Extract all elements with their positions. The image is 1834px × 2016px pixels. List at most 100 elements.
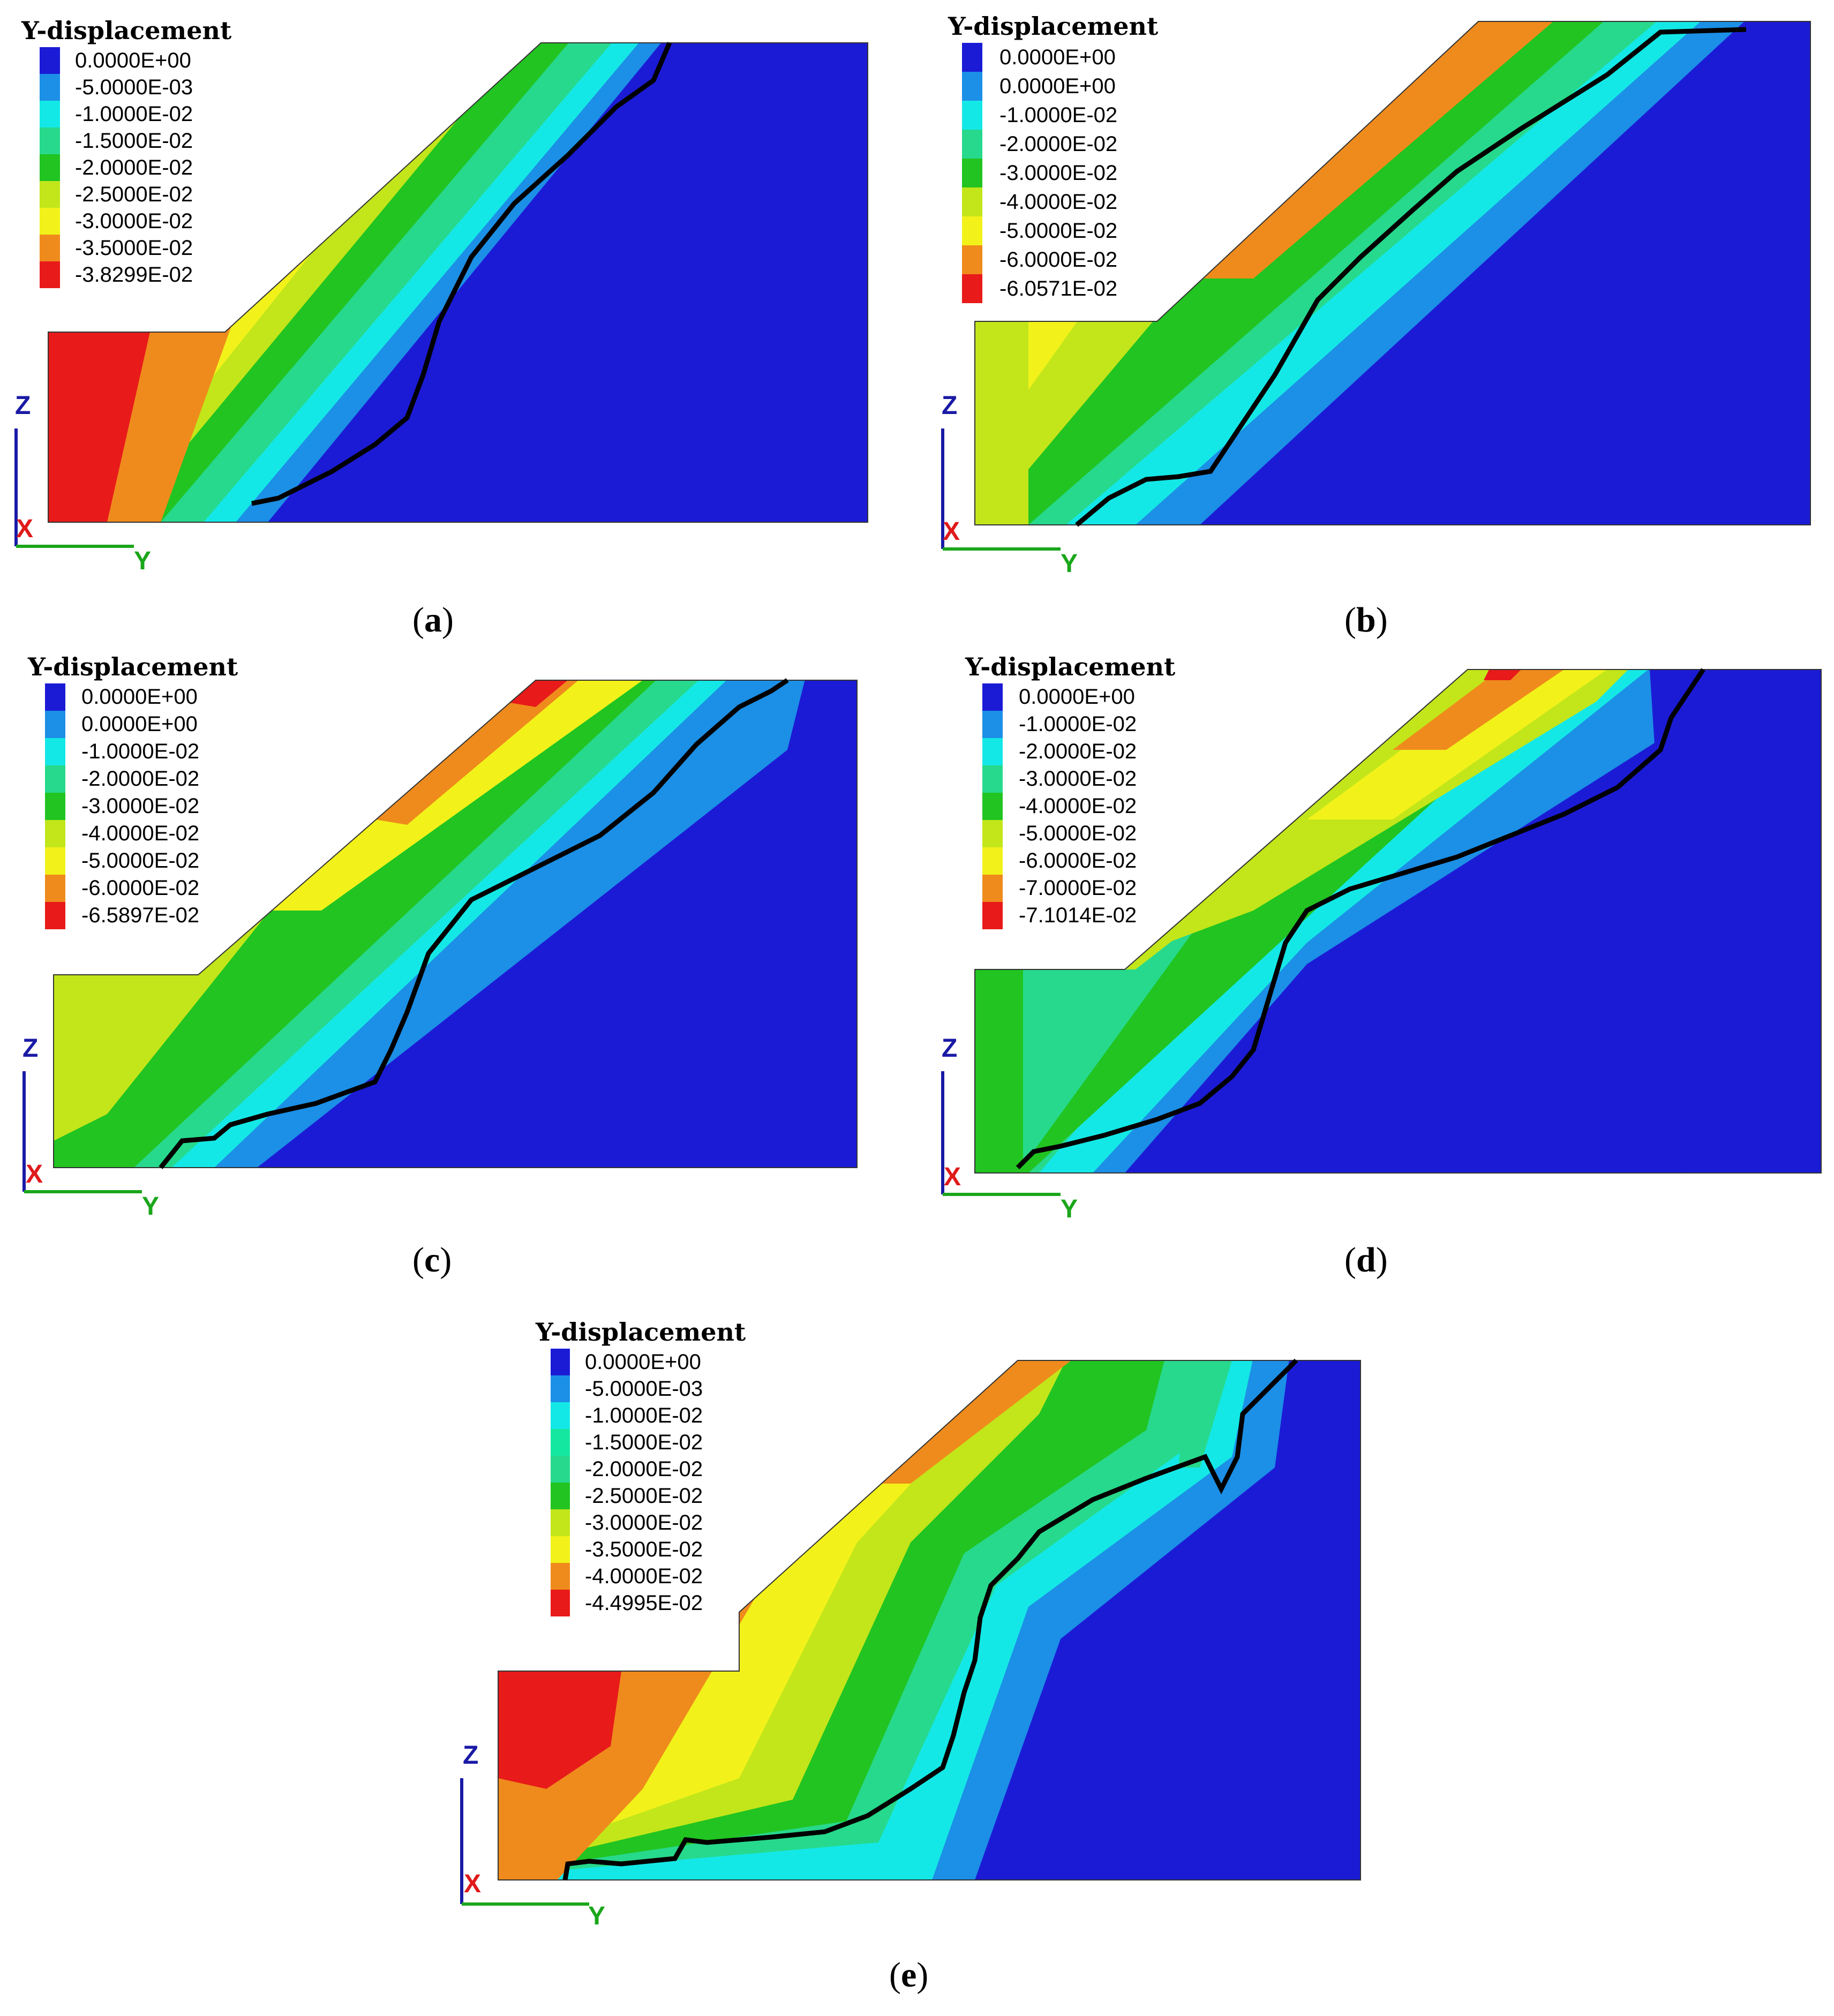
legend-swatches-c: [45, 683, 65, 929]
legend-value: 0.0000E+00: [81, 712, 198, 736]
legend-value: -2.0000E-02: [81, 767, 200, 791]
legend-value: -2.0000E-02: [1019, 740, 1137, 763]
legend-value: -3.5000E-02: [585, 1538, 703, 1561]
axis-x-label: X: [16, 515, 34, 543]
legend-swatches-e: [551, 1349, 570, 1616]
caption-e: (e): [889, 1955, 929, 1995]
caption-c: (c): [412, 1240, 452, 1280]
axis-z-label: Z: [942, 392, 958, 420]
panel-e: Y-displacement 0.0000E+00 -5.0000E-03 -1…: [450, 1307, 1393, 1939]
axis-triad-d: [941, 1071, 1061, 1196]
caption-a: (a): [412, 600, 454, 640]
legend-title: Y-displacement: [948, 12, 1159, 41]
contour-plot-c: [22, 678, 858, 1193]
legend-labels-e: 0.0000E+00 -5.0000E-03 -1.0000E-02 -1.50…: [585, 1349, 703, 1616]
legend-value: -3.0000E-02: [999, 161, 1118, 185]
legend-value: -1.0000E-02: [75, 102, 193, 126]
axis-y-label: Y: [134, 547, 152, 575]
axis-x-label: X: [944, 1163, 961, 1191]
legend-value: -2.0000E-02: [585, 1457, 703, 1481]
legend-value: -1.5000E-02: [585, 1431, 703, 1454]
axis-z-label: Z: [463, 1741, 479, 1770]
panel-a: Y-displacement 0.0000E+00 -5.0000E-03 -1…: [0, 0, 917, 643]
legend-value: -4.0000E-02: [1019, 794, 1137, 818]
legend-value: -5.0000E-02: [999, 219, 1118, 243]
legend-value: -6.0000E-02: [1019, 849, 1137, 872]
legend-value: -1.5000E-02: [75, 129, 193, 153]
legend-value: -4.0000E-02: [999, 190, 1118, 214]
legend-value: 0.0000E+00: [585, 1350, 701, 1374]
legend-value: -6.0000E-02: [81, 876, 200, 900]
legend-value: -3.0000E-02: [75, 209, 193, 233]
axis-triad-e: [460, 1778, 589, 1906]
legend-value: -3.8299E-02: [75, 263, 193, 287]
legend-title: Y-displacement: [965, 652, 1176, 681]
legend-value: -4.4995E-02: [585, 1591, 703, 1615]
failure-surface-d: [1016, 668, 1705, 1170]
contour-plot-b: [941, 21, 1811, 551]
axis-triad-a: [14, 428, 134, 548]
legend-value: -5.0000E-03: [75, 76, 193, 99]
axis-y-label: Y: [1061, 1195, 1078, 1223]
axis-triad-c: [22, 1071, 142, 1193]
legend-value: -5.0000E-02: [1019, 822, 1137, 845]
axis-y-label: Y: [1061, 550, 1078, 578]
legend-value: -2.0000E-02: [75, 156, 193, 179]
legend-labels-b: 0.0000E+00 0.0000E+00 -1.0000E-02 -2.000…: [999, 43, 1117, 303]
legend-swatches-d: [982, 683, 1003, 929]
legend-value: 0.0000E+00: [999, 46, 1116, 69]
contour-plot-a: [14, 42, 868, 548]
axis-x-label: X: [464, 1870, 482, 1898]
axis-z-label: Z: [22, 1034, 39, 1063]
legend-swatches-b: [962, 43, 982, 303]
legend-value: 0.0000E+00: [81, 685, 198, 709]
legend-value: -7.0000E-02: [1019, 876, 1137, 900]
axis-y-label: Y: [142, 1192, 160, 1221]
legend-value: -3.5000E-02: [75, 236, 193, 260]
contour-plot-d: [941, 668, 1822, 1196]
legend-value: -6.0571E-02: [999, 277, 1118, 300]
legend-a: Y-displacement: [21, 16, 231, 45]
legend-value: -5.0000E-02: [81, 849, 200, 872]
panel-d: Y-displacement 0.0000E+00 -1.0000E-02 -2…: [932, 643, 1834, 1285]
axis-y-label: Y: [588, 1902, 606, 1930]
failure-surface-c: [159, 678, 789, 1169]
legend-value: 0.0000E+00: [1019, 685, 1135, 709]
legend-title: Y-displacement: [21, 16, 232, 45]
legend-value: -4.0000E-02: [81, 822, 200, 845]
panel-c: Y-displacement 0.0000E+00 0.0000E+00 -1.…: [0, 643, 917, 1285]
legend-labels-a: 0.0000E+00 -5.0000E-03 -1.0000E-02 -1.50…: [75, 47, 193, 288]
failure-surface-a: [251, 42, 672, 506]
panel-b: Y-displacement 0.0000E+00 0.0000E+00 -1.…: [932, 0, 1834, 643]
caption-b: (b): [1344, 600, 1388, 640]
legend-value: -3.0000E-02: [1019, 767, 1137, 791]
legend-value: -6.0000E-02: [999, 248, 1118, 272]
legend-value: -7.1014E-02: [1019, 904, 1137, 927]
legend-value: 0.0000E+00: [75, 49, 191, 72]
legend-labels-c: 0.0000E+00 0.0000E+00 -1.0000E-02 -2.000…: [81, 683, 199, 929]
legend-title: Y-displacement: [28, 652, 238, 681]
legend-value: -1.0000E-02: [81, 740, 200, 763]
legend-value: -1.0000E-02: [999, 103, 1118, 127]
contour-plot-e: [460, 1358, 1361, 1906]
legend-value: -4.0000E-02: [585, 1564, 703, 1588]
axis-z-label: Z: [15, 392, 31, 420]
legend-value: -3.0000E-02: [81, 794, 200, 818]
legend-value: -2.5000E-02: [585, 1484, 703, 1508]
legend-value: -6.5897E-02: [81, 904, 200, 927]
failure-surface-e: [562, 1358, 1298, 1880]
caption-d: (d): [1344, 1240, 1388, 1280]
legend-labels-d: 0.0000E+00 -1.0000E-02 -2.0000E-02 -3.00…: [1019, 683, 1137, 929]
legend-value: -1.0000E-02: [1019, 712, 1137, 736]
legend-value: -2.0000E-02: [999, 132, 1118, 156]
legend-value: -1.0000E-02: [585, 1404, 703, 1427]
legend-value: 0.0000E+00: [999, 74, 1116, 98]
failure-surface-b: [1075, 27, 1747, 527]
legend-title: Y-displacement: [536, 1318, 746, 1346]
axis-x-label: X: [943, 517, 960, 546]
axis-z-label: Z: [942, 1034, 958, 1063]
legend-value: -2.5000E-02: [75, 183, 193, 206]
legend-value: -3.0000E-02: [585, 1511, 703, 1534]
axis-x-label: X: [26, 1160, 43, 1188]
legend-swatches-a: [40, 47, 60, 288]
